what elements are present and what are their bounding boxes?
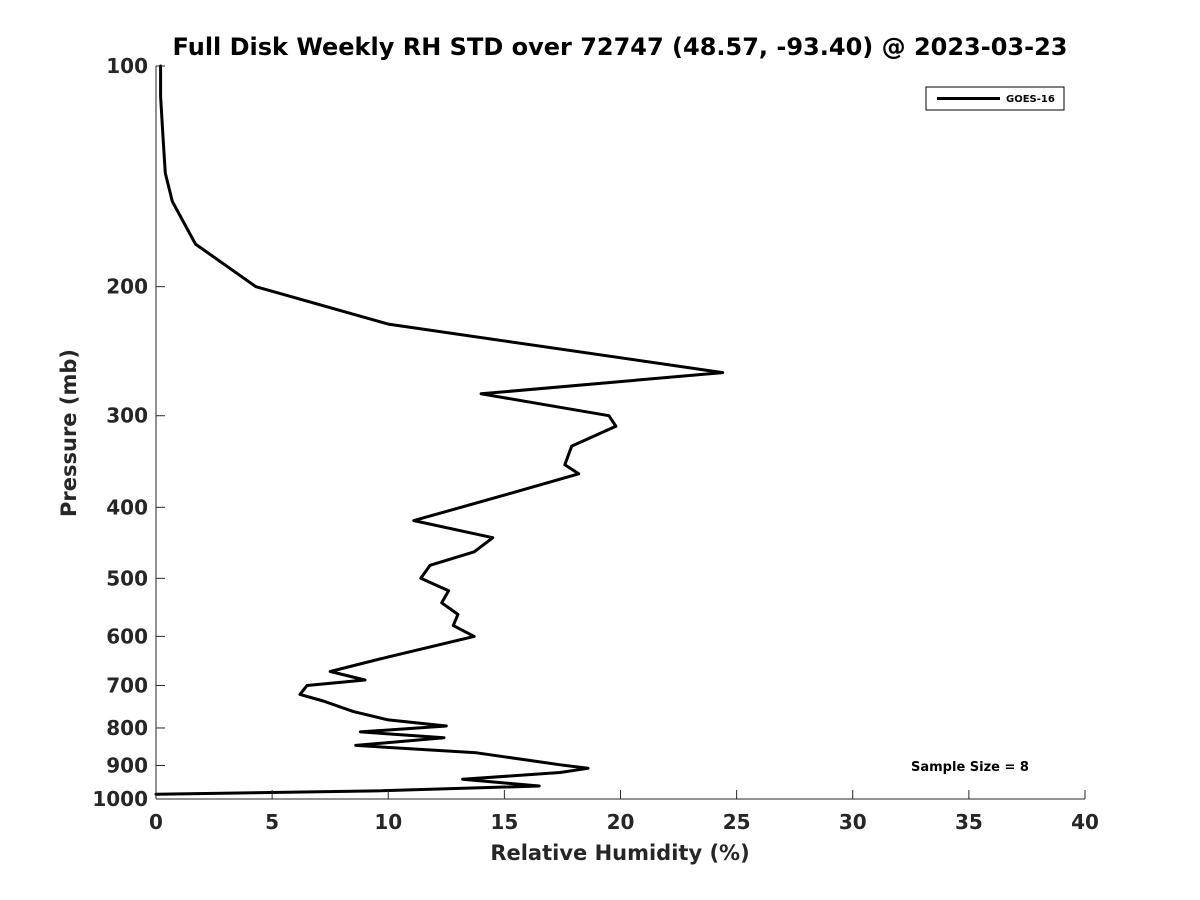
- y-axis: 100 200 300 400 500 600 700 800 900 1000: [92, 54, 165, 811]
- y-tick-label: 500: [106, 566, 148, 590]
- y-axis-label: Pressure (mb): [57, 349, 81, 517]
- y-tick-label: 300: [106, 404, 148, 428]
- chart-title: Full Disk Weekly RH STD over 72747 (48.5…: [173, 33, 1068, 61]
- y-tick-label: 800: [106, 716, 148, 740]
- legend: GOES-16: [925, 86, 1065, 111]
- y-tick-label: 400: [106, 495, 148, 519]
- series-line-goes-16: [154, 64, 725, 796]
- x-tick-label: 40: [1071, 810, 1099, 834]
- sample-size-annotation: Sample Size = 8: [911, 760, 1029, 775]
- y-tick-label: 900: [106, 753, 148, 777]
- x-axis-label: Relative Humidity (%): [490, 841, 749, 865]
- x-tick-label: 5: [265, 810, 279, 834]
- x-tick-label: 10: [374, 810, 402, 834]
- plot-area: [154, 64, 725, 796]
- y-tick-label: 700: [106, 673, 148, 697]
- x-tick-label: 30: [839, 810, 867, 834]
- y-tick-label: 200: [106, 275, 148, 299]
- y-tick-label: 100: [106, 54, 148, 78]
- x-tick-label: 15: [490, 810, 518, 834]
- y-tick-label: 600: [106, 624, 148, 648]
- x-tick-label: 20: [607, 810, 635, 834]
- y-tick-label: 1000: [92, 787, 148, 811]
- x-tick-label: 25: [723, 810, 751, 834]
- legend-entry-goes-16: GOES-16: [1006, 94, 1055, 105]
- x-tick-label: 0: [149, 810, 163, 834]
- x-axis: 0 5 10 15 20 25 30 35 40: [149, 790, 1099, 834]
- x-tick-label: 35: [955, 810, 983, 834]
